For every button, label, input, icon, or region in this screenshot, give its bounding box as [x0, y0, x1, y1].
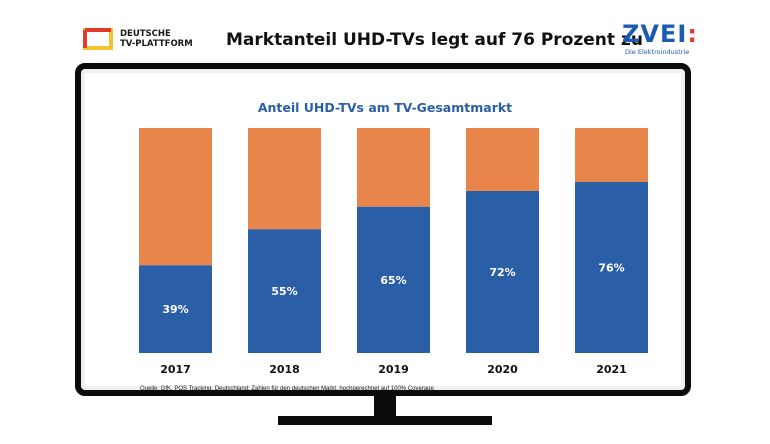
bar-uhd-2018 — [248, 229, 321, 353]
tv-plattform-logo-mark — [83, 28, 113, 50]
x-tick-2021: 2021 — [596, 363, 627, 376]
zvei-logo-text: ZVEI: — [622, 20, 698, 48]
chart-title: Anteil UHD-TVs am TV-Gesamtmarkt — [258, 100, 512, 115]
data-label-2020: 72% — [489, 266, 515, 279]
bar-uhd-2017 — [139, 265, 212, 353]
x-tick-2020: 2020 — [487, 363, 518, 376]
bar-other-2019 — [357, 128, 430, 207]
data-label-2017: 39% — [162, 303, 188, 316]
page-title: Marktanteil UHD-TVs legt auf 76 Prozent … — [226, 30, 643, 50]
bar-other-2018 — [248, 128, 321, 230]
data-label-2021: 76% — [598, 262, 624, 275]
bar-uhd-2020 — [466, 191, 539, 353]
x-tick-2019: 2019 — [378, 363, 409, 376]
chart-source-note: Quelle: GfK, POS Tracking, Deutschland: … — [140, 386, 434, 392]
logo-left-text: DEUTSCHE TV-PLATTFORM — [120, 29, 193, 49]
x-tick-2018: 2018 — [269, 363, 300, 376]
data-label-2019: 65% — [380, 274, 406, 287]
bar-other-2020 — [466, 128, 539, 191]
zvei-logo-subtitle: Die Elektroindustrie — [625, 48, 690, 56]
bar-uhd-2021 — [575, 182, 648, 353]
bar-other-2021 — [575, 128, 648, 182]
x-tick-2017: 2017 — [160, 363, 191, 376]
tv-stand-base — [278, 416, 492, 425]
bar-other-2017 — [139, 128, 212, 266]
data-label-2018: 55% — [271, 285, 297, 298]
deutsche-tv-plattform-logo: DEUTSCHE TV-PLATTFORM — [82, 26, 212, 54]
tv-stand-neck — [374, 396, 396, 416]
bar-uhd-2019 — [357, 206, 430, 353]
zvei-logo: ZVEI: Die Elektroindustrie — [622, 20, 702, 60]
